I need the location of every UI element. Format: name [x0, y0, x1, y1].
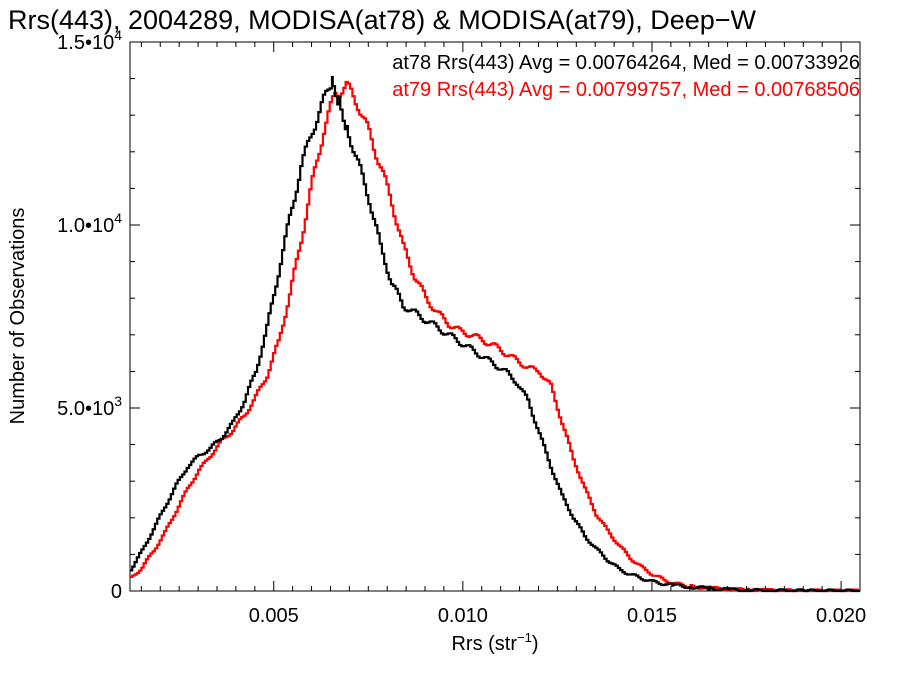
x-tick-label: 0.020 [816, 605, 866, 627]
series-layer [130, 75, 860, 593]
annotation-at78: at78 Rrs(443) Avg = 0.00764264, Med = 0.… [392, 52, 860, 74]
y-tick-label: 5.0•103 [57, 393, 122, 420]
y-axis-label: Number of Observations [7, 208, 29, 425]
chart-title: Rrs(443), 2004289, MODISA(at78) & MODISA… [8, 5, 757, 35]
x-tick-label: 0.010 [438, 605, 488, 627]
y-tick-label: 1.5•104 [57, 27, 122, 54]
series-line-at78 [130, 75, 860, 593]
y-tick-label: 1.0•104 [57, 210, 122, 237]
x-tick-label: 0.015 [627, 605, 677, 627]
x-axis-label-superscript: −1 [517, 630, 532, 645]
tick-layer: 0.005 0.010 0.015 0.020 0 5.0•103 1.0•104 1.5•1… [57, 27, 866, 627]
series-line-at79 [130, 80, 860, 593]
annotation-at79: at79 Rrs(443) Avg = 0.00799757, Med = 0.… [392, 79, 860, 101]
plot-frame [129, 41, 861, 592]
annotation-layer: at78 Rrs(443) Avg = 0.00764264, Med = 0.… [392, 52, 860, 101]
x-tick-label: 0.005 [249, 605, 299, 627]
y-tick-label: 0 [111, 581, 122, 603]
x-axis-label: Rrs (str−1) [451, 630, 538, 655]
